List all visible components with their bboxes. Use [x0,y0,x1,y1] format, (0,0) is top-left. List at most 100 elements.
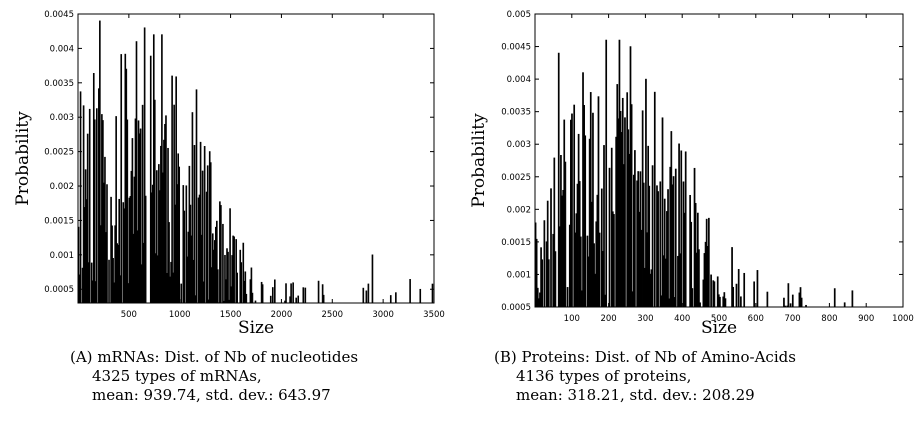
histogram-bar [603,145,605,307]
histogram-bar [737,269,740,307]
histogram-bar [199,141,202,303]
histogram-bar [680,150,683,307]
histogram-bar [431,283,434,303]
y-tick-label: 0.0045 [501,43,531,53]
histogram-bar [605,39,608,307]
histogram-bar [367,283,370,303]
histogram-bar [579,236,582,307]
histogram-bar [139,128,142,303]
histogram-bar [791,294,794,307]
caption-b-label: (B) [494,348,517,366]
y-tick-label: 0.005 [507,10,531,20]
histogram-bar [222,223,224,303]
histogram-bar [799,287,802,307]
histogram-bar [104,156,106,303]
histogram-bar [634,150,636,307]
histogram-bar [678,143,680,307]
y-tick-label: 0.002 [507,205,531,215]
x-tick-label: 3500 [423,310,445,320]
histogram-bar [115,116,117,303]
histogram-bar [630,104,633,307]
histogram-bar [156,170,158,303]
histogram-bar [317,280,320,303]
y-tick-label: 0.0025 [501,173,531,183]
histogram-bar [290,283,292,303]
histogram-bar [149,55,152,303]
histogram-bar [783,297,785,307]
histogram-bar [93,119,96,303]
x-tick-label: 800 [821,314,837,324]
x-tick-label: 400 [674,314,690,324]
histogram-bar [800,297,803,307]
histogram-bar [699,302,701,307]
y-axis-label: Probability [469,113,489,208]
histogram-bar [206,165,209,303]
histogram-bar [153,99,156,303]
histogram-bar [96,108,98,303]
x-tick-label: 1500 [220,310,242,320]
histogram-bar [79,91,82,303]
histogram-bar [120,54,123,303]
y-tick-label: 0.002 [50,182,74,192]
histogram-bar [684,151,687,307]
plot-frame [77,13,435,304]
histogram-bar [659,181,662,307]
histogram-bar [584,135,587,307]
histogram-bar [756,270,759,307]
histogram-bar [203,146,206,303]
x-tick-label: 700 [784,314,800,324]
y-tick-label: 0.0035 [501,108,531,118]
histogram-bar [710,274,712,307]
y-tick-label: 0.004 [50,44,74,54]
histogram-bar [224,254,226,303]
x-axis-label: Size [701,318,737,338]
histogram-bar [571,113,573,307]
histogram-bar [661,117,664,307]
histogram-bar [564,161,567,307]
histogram-bar [292,282,294,303]
histogram-bar [592,112,594,307]
histogram-bar [805,304,807,307]
histogram-bar [274,279,276,303]
x-tick-label: 500 [121,310,137,320]
histogram-bar [178,166,181,303]
histogram-bar [322,294,325,303]
caption-a-line2: 4325 types of mRNAs, [92,367,262,385]
histogram-bar [106,184,108,303]
histogram-bar [365,290,368,303]
x-tick-label: 200 [600,314,616,324]
histogram-mrna: 500 1000 1500 2000 2500 3000 3500 0.0005 0.001 0.… [13,10,445,338]
y-tick-label: 0.0015 [501,238,531,248]
chart-panel-b: 100 200 300 400 500 600 700 800 900 1000 0.0005 0.0… [460,0,915,446]
histogram-bar [240,262,243,303]
caption-b-line2: 4136 types of proteins, [516,367,692,385]
caption-b: (B) Proteins: Dist. of Nb of Amino-Acids… [494,348,796,405]
y-tick-label: 0.0005 [44,285,74,295]
histogram-proteins: 100 200 300 400 500 600 700 800 900 1000 0.0005 0.0… [469,10,914,338]
histogram-bar [787,283,790,307]
histogram-bar [118,198,121,303]
x-tick-label: 1000 [169,310,191,320]
y-tick-label: 0.0015 [44,216,74,226]
histogram-bar [789,303,792,307]
histogram-bar [554,251,557,307]
x-tick-label: 100 [564,314,580,324]
histogram-bar [183,210,186,303]
histogram-bar [389,295,392,303]
histogram-bar [261,284,264,303]
histogram-bar [165,115,167,303]
y-tick-label: 0.001 [507,270,531,280]
bars [78,20,434,303]
caption-a-label: (A) [70,348,93,366]
histogram-bar [126,119,129,303]
histogram-bar [719,296,721,307]
x-tick-label: 500 [711,314,727,324]
histogram-bar [209,162,212,303]
histogram-bar [216,220,218,303]
histogram-bar [724,298,727,307]
histogram-bar [843,302,846,307]
histogram-bar [395,292,397,303]
histogram-bar [743,272,746,307]
y-tick-label: 0.0045 [44,10,74,20]
histogram-bar [409,279,411,303]
